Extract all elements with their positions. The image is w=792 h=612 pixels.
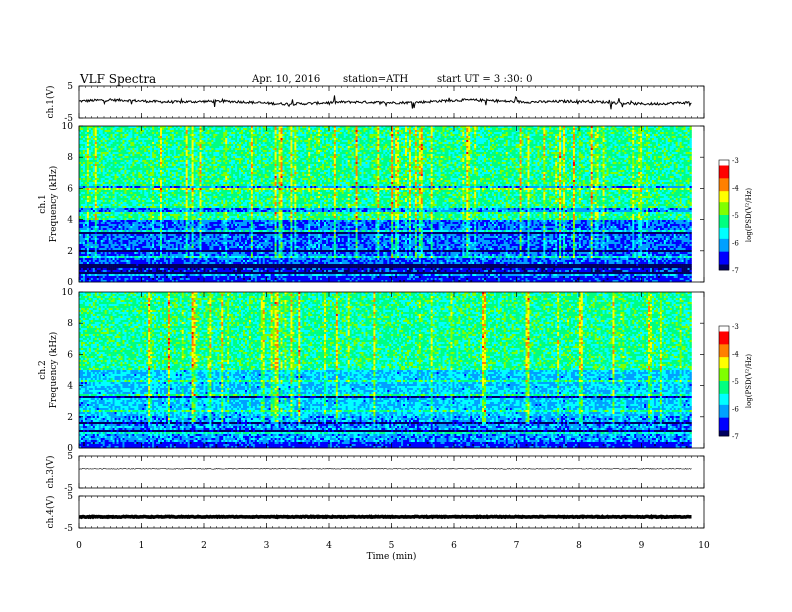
ch1-spectrogram-ylabel-channel: ch.1: [38, 194, 48, 213]
ch3-waveform-ytick-label: 5: [67, 452, 73, 462]
header-station: station=ATH: [343, 74, 408, 85]
ch2-spectrogram-colorbar-label: log(PSD(V²/Hz): [745, 354, 753, 409]
ch1-spectrogram-colorbar-tick-label: -5: [732, 212, 739, 220]
header-start-ut: start UT = 3 :30: 0: [437, 74, 532, 85]
ch1-spectrogram-colorbar-frame: [718, 159, 730, 271]
ch1-spectrogram-ytick-label: 8: [67, 153, 73, 163]
header-title: VLF Spectra: [80, 72, 156, 86]
x-tick-label: 3: [264, 541, 270, 551]
ch2-spectrogram-ytick-label: 6: [67, 350, 73, 360]
ch2-spectrogram-colorbar-tick-label: -6: [732, 406, 739, 414]
ch2-spectrogram-colorbar-tick-label: -3: [732, 323, 739, 331]
ch1-waveform-ylabel: ch.1(V): [45, 86, 56, 119]
x-tick-label: 10: [698, 541, 710, 551]
ch2-spectrogram-colorbar-tick-label: -4: [732, 351, 739, 359]
ch2-spectrogram-ylabel-channel: ch.2: [38, 360, 48, 379]
ch1-waveform-trace: [79, 95, 692, 110]
ch3-waveform-ytick-label: -5: [64, 484, 73, 494]
ch1-spectrogram-colorbar-label: log(PSD(V²/Hz): [745, 188, 753, 243]
ch1-waveform-ytick-label: -5: [64, 114, 73, 124]
ch2-spectrogram-colorbar-frame: [718, 325, 730, 437]
ch1-spectrogram-ylabel-freq: Frequency (kHz): [48, 166, 59, 243]
x-tick-label: 1: [139, 541, 145, 551]
ch4-waveform-ylabel: ch.4(V): [45, 496, 56, 529]
ch1-spectrogram-colorbar-tick-label: -3: [732, 157, 739, 165]
header-date: Apr. 10, 2016: [252, 74, 320, 85]
ch2-spectrogram-ytick-label: 8: [67, 319, 73, 329]
x-tick-label: 7: [514, 541, 520, 551]
ch1-spectrogram-heatmap: [79, 126, 692, 283]
ch4-waveform-ytick-label: 5: [67, 492, 73, 502]
x-tick-label: 0: [76, 541, 82, 551]
ch3-waveform-ylabel: ch.3(V): [45, 456, 56, 489]
ch2-spectrogram-ytick-label: 2: [67, 413, 73, 423]
x-tick-label: 6: [451, 541, 457, 551]
x-tick-label: 2: [201, 541, 207, 551]
ch1-spectrogram-ytick-label: 6: [67, 184, 73, 194]
x-tick-label: 9: [639, 541, 645, 551]
ch2-spectrogram-ytick-label: 4: [67, 382, 73, 392]
ch2-spectrogram-ylabel-freq: Frequency (kHz): [48, 332, 59, 409]
ch1-spectrogram-colorbar-tick-label: -4: [732, 185, 739, 193]
ch1-spectrogram-ytick-label: 2: [67, 247, 73, 257]
ch1-spectrogram-ytick-label: 4: [67, 216, 73, 226]
ch1-waveform-ytick-label: 5: [67, 82, 73, 92]
ch1-spectrogram-colorbar: [719, 160, 729, 271]
ch2-spectrogram-colorbar-tick-label: -5: [732, 378, 739, 386]
x-tick-label: 5: [389, 541, 395, 551]
ch2-spectrogram-heatmap: [79, 292, 692, 449]
ch3-waveform-trace: [79, 468, 692, 470]
x-axis-label: Time (min): [367, 551, 417, 562]
ch2-spectrogram-colorbar-tick-label: -7: [732, 433, 739, 441]
x-tick-label: 4: [326, 541, 332, 551]
ch2-spectrogram-ytick-label: 0: [67, 444, 73, 454]
x-tick-label: 8: [576, 541, 582, 551]
ch4-waveform-trace: [78, 514, 692, 520]
ch1-spectrogram-colorbar-tick-label: -7: [732, 267, 739, 275]
ch1-spectrogram-colorbar-tick-label: -6: [732, 240, 739, 248]
ch1-spectrogram-ytick-label: 10: [62, 122, 74, 132]
ch1-spectrogram-ytick-label: 0: [67, 278, 73, 288]
ch2-spectrogram-ytick-label: 10: [62, 288, 74, 298]
ch4-waveform-ytick-label: -5: [64, 524, 73, 534]
ch2-spectrogram-colorbar: [719, 326, 729, 437]
